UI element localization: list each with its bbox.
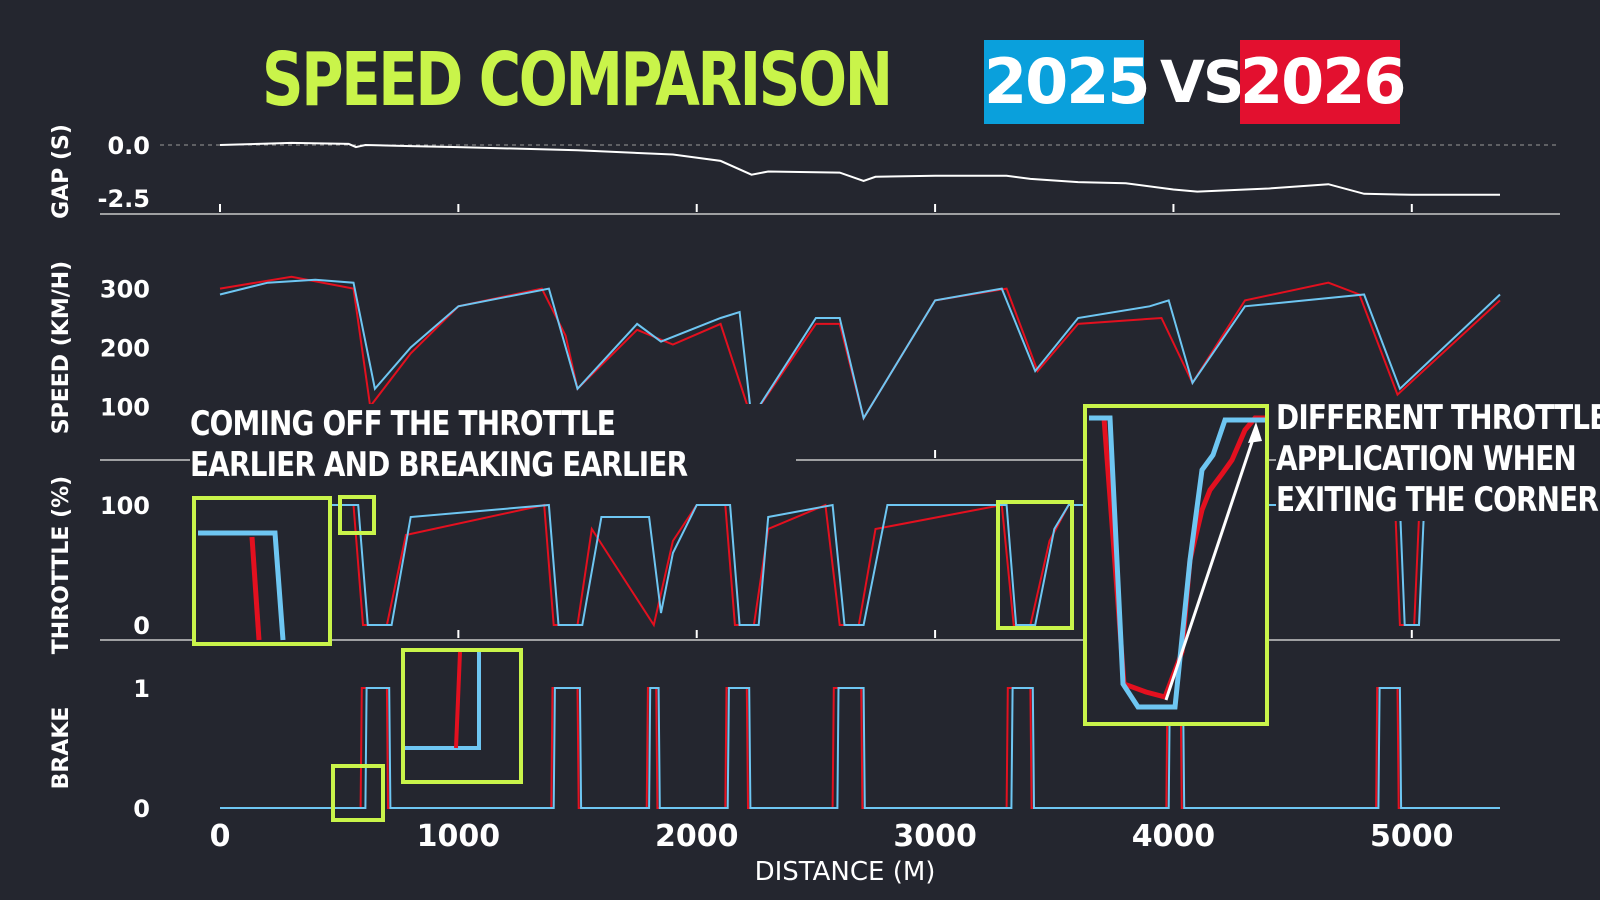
zoom-brake-2025-line — [405, 652, 481, 750]
annotation-right-line-2: APPLICATION WHEN — [1276, 439, 1577, 479]
x-tick-label: 4000 — [1132, 819, 1216, 854]
chart-title: SPEED COMPARISON — [262, 30, 1068, 130]
legend-badge-2025: 2025 — [984, 40, 1151, 124]
legend-badge-2026: 2026 — [1240, 40, 1407, 124]
y-tick-label-brake: 0 — [133, 795, 150, 823]
annotation-left: COMING OFF THE THROTTLE EARLIER AND BREA… — [190, 404, 797, 486]
y-tick-label-throttle: 100 — [100, 492, 150, 520]
zoom-corner-2026-line — [1101, 415, 1265, 700]
annotation-right-line-1: DIFFERENT THROTTLE — [1276, 398, 1600, 438]
series-2026-speed — [219, 275, 1501, 421]
y-axis-label-brake: BRAKE — [49, 707, 74, 790]
zoom-throttle-2025-line — [198, 530, 286, 641]
zoom-throttle-2026-line — [249, 536, 262, 641]
series-gap-line — [219, 141, 1500, 196]
y-tick-label-gap: -2.5 — [98, 185, 150, 213]
series-2025-speed — [219, 278, 1501, 422]
x-tick-label: 3000 — [893, 819, 977, 854]
highlight-box-brake-onset — [331, 764, 385, 822]
highlight-box-throttle-exit — [996, 500, 1074, 630]
y-tick-label-speed: 200 — [100, 335, 150, 363]
x-tick-label: 5000 — [1370, 819, 1454, 854]
zoom-inset-throttle — [192, 496, 332, 646]
annotation-right: DIFFERENT THROTTLE APPLICATION WHEN EXIT… — [1276, 398, 1600, 521]
y-axis-label-throttle: THROTTLE (%) — [49, 476, 74, 654]
y-tick-label-gap: 0.0 — [107, 132, 150, 160]
highlight-box-throttle-lift — [338, 495, 376, 535]
annotation-arrowhead-icon — [1248, 422, 1262, 443]
y-tick-label-brake: 1 — [133, 675, 150, 703]
zoom-inset-brake — [401, 648, 523, 784]
annotation-arrow-shaft — [1164, 429, 1258, 701]
y-tick-label-speed: 100 — [100, 393, 150, 421]
y-axis-label-gap: GAP (S) — [49, 124, 74, 219]
x-axis-label: DISTANCE (M) — [755, 857, 936, 887]
zoom-corner-2025-line — [1089, 415, 1265, 710]
annotation-left-line-2: EARLIER AND BREAKING EARLIER — [190, 445, 688, 485]
annotation-right-line-3: EXITING THE CORNER — [1276, 480, 1599, 520]
x-tick-label: 0 — [210, 819, 231, 854]
chart-title-main: SPEED COMPARISON — [262, 37, 893, 123]
y-tick-label-speed: 300 — [100, 276, 150, 304]
series-2025-brake — [220, 687, 1500, 809]
x-tick-label: 1000 — [417, 819, 501, 854]
annotation-left-line-1: COMING OFF THE THROTTLE — [190, 404, 616, 444]
y-axis-label-speed: SPEED (KM/H) — [49, 261, 74, 434]
series-2025-throttle — [220, 503, 1425, 626]
x-tick-label: 2000 — [655, 819, 739, 854]
zoom-brake-2026-line — [454, 651, 462, 749]
y-tick-label-throttle: 0 — [133, 612, 150, 640]
